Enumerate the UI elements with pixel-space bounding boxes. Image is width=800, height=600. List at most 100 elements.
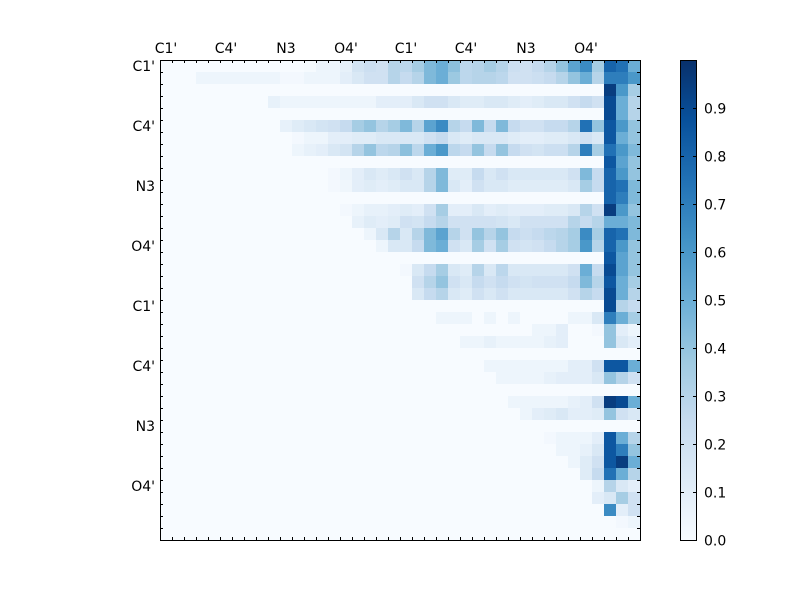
- heatmap-cell: [376, 156, 389, 169]
- heatmap-cell: [424, 312, 437, 325]
- heatmap-cell: [220, 252, 233, 265]
- heatmap-cell: [520, 84, 533, 97]
- heatmap-cell: [244, 192, 257, 205]
- heatmap-cell: [172, 204, 185, 217]
- heatmap-cell: [532, 72, 545, 85]
- heatmap-cell: [352, 252, 365, 265]
- heatmap-cell: [484, 168, 497, 181]
- heatmap-cell: [556, 420, 569, 433]
- heatmap-cell: [340, 192, 353, 205]
- heatmap-cell: [424, 408, 437, 421]
- heatmap-cell: [364, 60, 377, 73]
- heatmap-cell: [328, 120, 341, 133]
- heatmap-cell: [160, 156, 173, 169]
- heatmap-cell: [400, 228, 413, 241]
- x-tick-label: C4': [215, 41, 238, 57]
- heatmap-cell: [364, 252, 377, 265]
- heatmap-cell: [316, 72, 329, 85]
- heatmap-cell: [484, 408, 497, 421]
- heatmap-cell: [184, 324, 197, 337]
- heatmap-cell: [352, 60, 365, 73]
- heatmap-cell: [208, 276, 221, 289]
- heatmap-cell: [328, 420, 341, 433]
- heatmap-cell: [400, 408, 413, 421]
- heatmap-cell: [160, 300, 173, 313]
- heatmap-cell: [508, 228, 521, 241]
- heatmap-cell: [208, 132, 221, 145]
- heatmap-cell: [184, 372, 197, 385]
- heatmap-cell: [508, 216, 521, 229]
- heatmap-cell: [388, 264, 401, 277]
- heatmap-cell: [304, 144, 317, 157]
- heatmap-cell: [352, 132, 365, 145]
- heatmap-cell: [484, 420, 497, 433]
- heatmap-cell: [616, 84, 629, 97]
- heatmap-cell: [580, 216, 593, 229]
- heatmap-cell: [400, 432, 413, 445]
- heatmap-cell: [412, 252, 425, 265]
- heatmap-cell: [496, 276, 509, 289]
- heatmap-cell: [184, 72, 197, 85]
- heatmap-cell: [496, 420, 509, 433]
- heatmap-cell: [412, 468, 425, 481]
- heatmap-cell: [412, 432, 425, 445]
- heatmap-cell: [556, 60, 569, 73]
- heatmap-cell: [580, 180, 593, 193]
- heatmap-cell: [544, 372, 557, 385]
- heatmap-cell: [532, 156, 545, 169]
- heatmap-cell: [412, 192, 425, 205]
- heatmap-cell: [268, 168, 281, 181]
- heatmap-cell: [352, 516, 365, 529]
- heatmap-cell: [232, 312, 245, 325]
- heatmap-cell: [568, 60, 581, 73]
- heatmap-cell: [292, 192, 305, 205]
- heatmap-cell: [616, 168, 629, 181]
- heatmap-cell: [424, 168, 437, 181]
- heatmap-cell: [352, 324, 365, 337]
- heatmap-cell: [508, 384, 521, 397]
- heatmap-cell: [544, 144, 557, 157]
- heatmap-cell: [496, 384, 509, 397]
- heatmap-cell: [400, 276, 413, 289]
- heatmap-cell: [160, 288, 173, 301]
- heatmap-cell: [496, 456, 509, 469]
- heatmap-cell: [472, 432, 485, 445]
- heatmap-cell: [196, 372, 209, 385]
- heatmap-cell: [196, 180, 209, 193]
- heatmap-cell: [388, 516, 401, 529]
- heatmap-cell: [604, 168, 617, 181]
- heatmap-cell: [184, 480, 197, 493]
- heatmap-cell: [508, 288, 521, 301]
- heatmap-cell: [520, 228, 533, 241]
- heatmap-cell: [328, 456, 341, 469]
- heatmap-cell: [232, 240, 245, 253]
- heatmap-cell: [580, 480, 593, 493]
- heatmap-cell: [556, 96, 569, 109]
- heatmap-cell: [484, 528, 497, 541]
- heatmap-cell: [244, 432, 257, 445]
- heatmap-cell: [568, 168, 581, 181]
- heatmap-cell: [568, 300, 581, 313]
- heatmap-cell: [364, 108, 377, 121]
- heatmap-cell: [196, 504, 209, 517]
- heatmap-cell: [412, 300, 425, 313]
- heatmap-cell: [520, 120, 533, 133]
- heatmap-cell: [184, 192, 197, 205]
- heatmap-cell: [268, 420, 281, 433]
- heatmap-cell: [400, 144, 413, 157]
- heatmap-cell: [436, 336, 449, 349]
- heatmap-cell: [448, 444, 461, 457]
- heatmap-cell: [364, 324, 377, 337]
- heatmap-cell: [376, 444, 389, 457]
- heatmap-cell: [400, 216, 413, 229]
- heatmap-cell: [460, 456, 473, 469]
- heatmap-cell: [484, 132, 497, 145]
- heatmap-cell: [304, 300, 317, 313]
- heatmap-cell: [184, 504, 197, 517]
- heatmap-cell: [196, 156, 209, 169]
- heatmap-cell: [328, 528, 341, 541]
- heatmap-cell: [244, 504, 257, 517]
- heatmap-cell: [412, 72, 425, 85]
- heatmap-cell: [304, 240, 317, 253]
- heatmap-cell: [172, 336, 185, 349]
